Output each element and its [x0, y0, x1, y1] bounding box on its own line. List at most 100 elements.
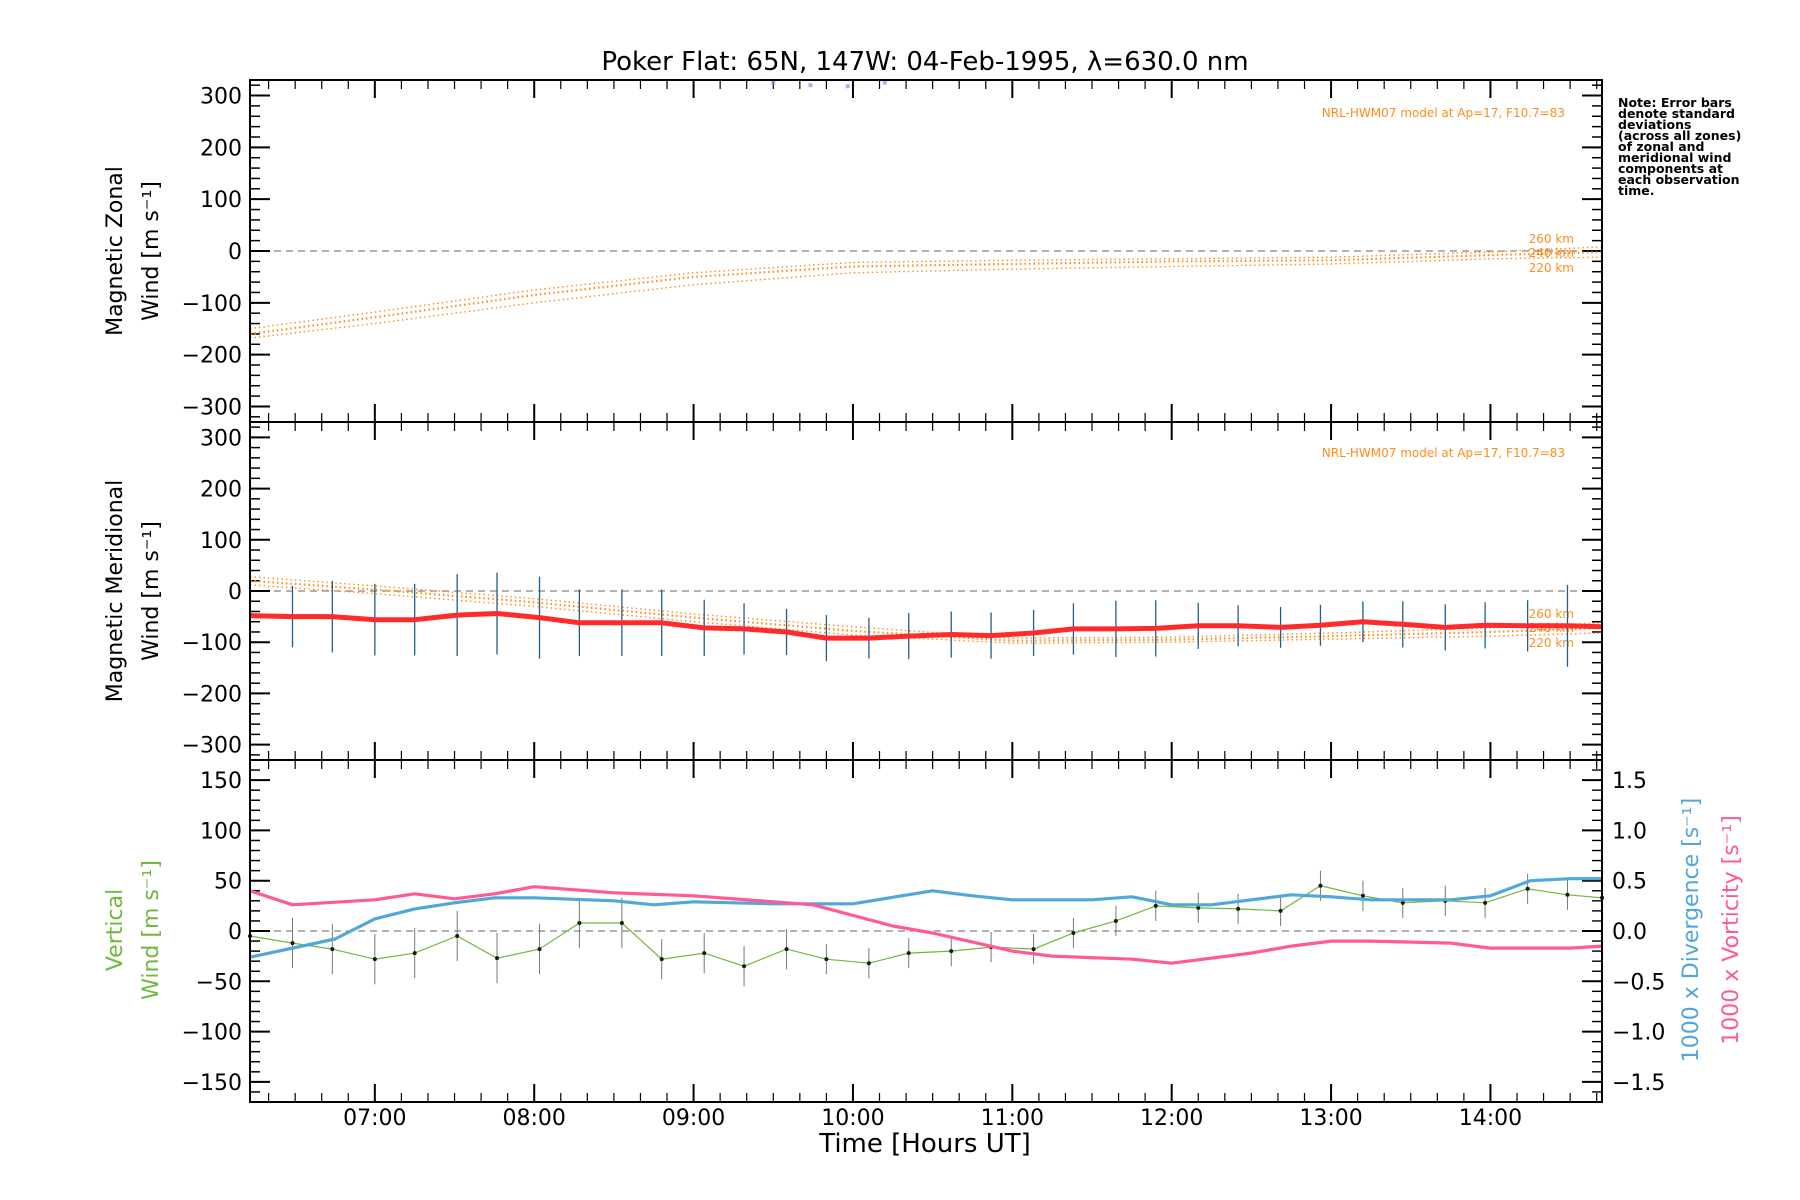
model-line-220-km — [249, 256, 1603, 339]
zonal-point — [771, 80, 776, 85]
x-tick-label: 07:00 — [343, 1106, 406, 1131]
y-tick-label: 200 — [200, 136, 242, 161]
y-tick-label: −100 — [182, 1021, 242, 1046]
y-tick-label: 300 — [200, 426, 242, 451]
y-tick-label: −100 — [182, 631, 242, 656]
x-tick-label: 09:00 — [662, 1106, 725, 1131]
vertical-wind-point — [1318, 883, 1323, 888]
note-line: denote standard — [1618, 106, 1735, 121]
right-y-tick-label: 0.5 — [1612, 870, 1647, 895]
x-tick-label: 14:00 — [1459, 1106, 1522, 1131]
note-block: Note: Error bars denote standard deviati… — [1618, 95, 1741, 198]
y-tick-label: −150 — [182, 1071, 242, 1096]
vertical-wind-point — [1360, 893, 1365, 898]
note-line: meridional wind — [1618, 150, 1731, 165]
x-tick-label: 11:00 — [981, 1106, 1044, 1131]
y-tick-label: −200 — [182, 682, 242, 707]
vertical-wind-point — [290, 941, 295, 946]
vertical-wind-point — [1236, 906, 1241, 911]
vertical-wind-point — [495, 956, 500, 961]
model-line-220-km — [249, 584, 1603, 644]
right-y-tick-label: 1.5 — [1612, 769, 1647, 794]
right-y-tick-label: −1.0 — [1612, 1021, 1665, 1046]
right-y-tick-label: −0.5 — [1612, 970, 1665, 995]
vertical-wind-point — [1565, 892, 1570, 897]
model-annotation: NRL-HWM07 model at Ap=17, F10.7=83 — [1322, 446, 1565, 460]
note-line: each observation — [1618, 172, 1740, 187]
vertical-wind-point — [330, 947, 335, 952]
x-tick-label: 10:00 — [821, 1106, 884, 1131]
model-line-260-km — [249, 576, 1603, 639]
vertical-wind-point — [1483, 900, 1488, 905]
vertical-wind-point — [1278, 908, 1283, 913]
y-tick-label: 200 — [200, 478, 242, 503]
y-tick-label: 0 — [228, 920, 242, 945]
y-tick-label: 100 — [200, 529, 242, 554]
right-y-tick-label: −1.5 — [1612, 1071, 1665, 1096]
model-line-240-km — [249, 250, 1603, 335]
vertical-wind-point — [1071, 931, 1076, 936]
y-axis-label: Vertical — [103, 889, 128, 971]
vertical-wind-point — [1113, 918, 1118, 923]
vertical-wind-point — [1525, 886, 1530, 891]
vertical-wind-point — [866, 961, 871, 966]
y-tick-label: −100 — [182, 292, 242, 317]
zonal-point — [808, 83, 813, 88]
vertical-wind-point — [742, 964, 747, 969]
note-line: (across all zones) — [1618, 128, 1741, 143]
note-line: time. — [1618, 183, 1655, 198]
y-tick-label: 0 — [228, 580, 242, 605]
y-axis-label: Magnetic Zonal — [103, 166, 128, 336]
vertical-wind-point — [949, 949, 954, 954]
y-tick-label: 0 — [228, 240, 242, 265]
chart-title: Poker Flat: 65N, 147W: 04-Feb-1995, λ=63… — [601, 47, 1248, 77]
divergence-axis-label: 1000 x Divergence [s⁻¹] — [1679, 798, 1704, 1062]
vertical-wind-point — [906, 951, 911, 956]
x-tick-label: 12:00 — [1140, 1106, 1203, 1131]
vertical-wind-point — [1400, 900, 1405, 905]
vertical-wind-point — [619, 920, 624, 925]
vertical-wind-point — [824, 957, 829, 962]
note-line: components at — [1618, 161, 1723, 176]
vorticity-axis-label: 1000 x Vorticity [s⁻¹] — [1719, 815, 1744, 1045]
vertical-wind-point — [1196, 905, 1201, 910]
y-axis-label: Wind [m s⁻¹] — [139, 181, 164, 321]
y-axis-label: Wind [m s⁻¹] — [139, 860, 164, 1000]
y-tick-label: 100 — [200, 188, 242, 213]
x-axis-tick-labels: 07:00 08:00 09:00 10:00 11:00 12:00 13:00 14:00 — [343, 1106, 1522, 1131]
model-line-label: 220 km — [1529, 636, 1574, 650]
model-line-label: 260 km — [1529, 607, 1574, 621]
meridional-wind-line — [249, 611, 1603, 641]
vertical-wind-point — [537, 947, 542, 952]
y-axis-label: Wind [m s⁻¹] — [139, 521, 164, 661]
y-tick-label: −300 — [182, 734, 242, 759]
model-line-240-km — [249, 579, 1603, 642]
vertical-wind-point — [412, 951, 417, 956]
vertical-wind-point — [1153, 903, 1158, 908]
y-axis-label: Magnetic Meridional — [103, 480, 128, 702]
zonal-point — [845, 84, 850, 89]
y-tick-label: 150 — [200, 769, 242, 794]
model-line-label: 240 km — [1529, 246, 1574, 260]
zonal-point — [882, 80, 887, 85]
vertical-wind-point — [372, 957, 377, 962]
x-tick-label: 08:00 — [503, 1106, 566, 1131]
model-line-label: 260 km — [1529, 232, 1574, 246]
note-line: deviations — [1618, 117, 1691, 132]
model-line-label: 220 km — [1529, 261, 1574, 275]
y-tick-label: 50 — [214, 870, 242, 895]
model-annotation: NRL-HWM07 model at Ap=17, F10.7=83 — [1322, 106, 1565, 120]
note-line: of zonal and — [1618, 139, 1705, 154]
vertical-wind-point — [784, 947, 789, 952]
panel-frame — [249, 759, 1603, 1103]
y-tick-label: 300 — [200, 85, 242, 110]
vorticity-line — [249, 885, 1603, 965]
right-y-tick-label: 0.0 — [1612, 920, 1647, 945]
vertical-wind-point — [702, 951, 707, 956]
x-axis-label: Time [Hours UT] — [818, 1129, 1031, 1159]
right-y-tick-label: 1.0 — [1612, 819, 1647, 844]
y-tick-label: −300 — [182, 395, 242, 420]
vertical-wind-point — [659, 957, 664, 962]
